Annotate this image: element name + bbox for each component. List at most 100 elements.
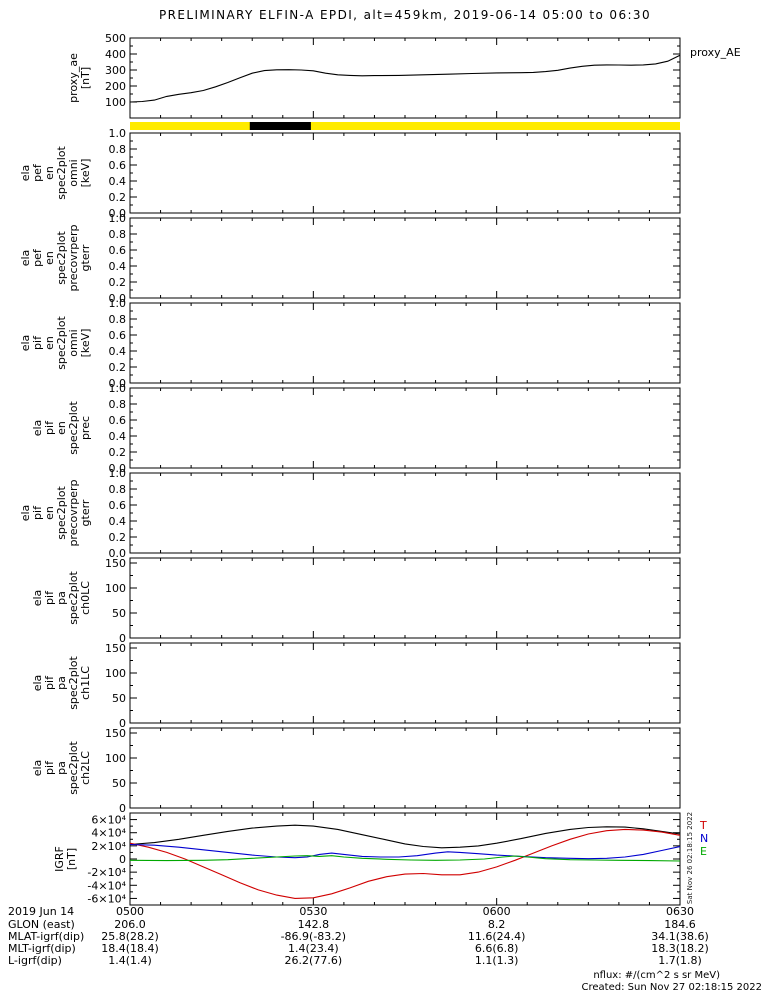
y-tick-label: 0: [119, 632, 126, 645]
panel-ela_pif_pa_spec2plot_ch0LC: 150 100 50 0: [105, 557, 681, 645]
y-tick-label: 0.2: [109, 191, 127, 204]
y-tick-label: 0.8: [109, 228, 127, 241]
panel-ela_pif_pa_spec2plot_ch1LC: 150 100 50 0: [105, 642, 681, 730]
series-T: [130, 828, 680, 899]
ephemeris-value: 18.3(18.2): [651, 942, 709, 955]
y-tick-label: 0.6: [109, 414, 127, 427]
y-tick-label: 150: [105, 642, 126, 655]
ylabel-ela_pif_pa_spec2plot_ch0LC: ela pif pa spec2plot ch0LC: [31, 571, 92, 625]
y-tick-label: 0.8: [109, 313, 127, 326]
y-tick-label: 200: [105, 80, 126, 93]
ephemeris-row-label: L-igrf(dip): [8, 954, 62, 967]
y-tick-label: 50: [112, 692, 126, 705]
y-tick-label: 1.0: [109, 467, 127, 480]
series-E: [130, 855, 680, 862]
ylabel-igrf: IGRF [nT]: [53, 846, 78, 872]
status-bar-segment: [249, 122, 311, 130]
y-tick-label: 150: [105, 727, 126, 740]
ephemeris-value: 1.4(1.4): [108, 954, 152, 967]
y-tick-label: 0: [119, 853, 126, 866]
y-tick-label: 0.6: [109, 244, 127, 257]
panel-ela_pif_en_spec2plot_omni: 1.0 0.8 0.6 0.4 0.2 0.0: [109, 297, 681, 390]
ylabel-ela_pef_en_spec2plot_omni: ela pef en spec2plot omni [keV]: [19, 146, 92, 200]
ylabel-ela_pif_en_spec2plot_precovrperp_gterr: ela pif en spec2plot precovrperp gterr: [19, 479, 92, 547]
panel-ela_pif_en_spec2plot_precovrperp_gterr: 1.0 0.8 0.6 0.4 0.2 0.0: [109, 467, 681, 560]
ephemeris-value: 1.1(1.3): [474, 954, 519, 967]
ephemeris-value: 8.2: [487, 918, 506, 931]
y-tick-label: 0.4: [109, 175, 127, 188]
y-tick-label: 0.4: [109, 345, 127, 358]
y-tick-label: 50: [112, 607, 126, 620]
igrf-legend-N: N: [700, 832, 709, 845]
y-tick-label: 0.0: [109, 377, 127, 390]
y-tick-label: 0.0: [109, 462, 127, 475]
plot-title: PRELIMINARY ELFIN-A EPDI, alt=459km, 201…: [159, 8, 651, 22]
ylabel-ela_pif_en_spec2plot_omni: ela pif en spec2plot omni [keV]: [19, 316, 92, 370]
ephemeris-value: 11.6(24.4): [467, 930, 526, 943]
y-tick-label: 6×10⁴: [91, 814, 126, 827]
y-tick-label: 500: [105, 32, 126, 45]
ephemeris-value: 1.7(1.8): [658, 954, 702, 967]
x-tick-label: 0600: [482, 905, 511, 918]
ephemeris-value: 1.4(23.4): [288, 942, 339, 955]
igrf-legend-T: T: [700, 819, 707, 832]
y-tick-label: 100: [105, 96, 126, 109]
ephemeris-row-label: MLAT-igrf(dip): [8, 930, 85, 943]
y-tick-label: -2×10⁴: [87, 866, 126, 879]
y-tick-label: 1.0: [109, 382, 127, 395]
ephemeris-value: 26.2(77.6): [284, 954, 343, 967]
ephemeris-value: 34.1(38.6): [651, 930, 709, 943]
y-tick-label: 0.2: [109, 531, 127, 544]
created-note: Created: Sun Nov 27 02:18:15 2022: [581, 982, 762, 993]
y-tick-label: 0.0: [109, 207, 127, 220]
igrf-legend-E: E: [700, 845, 707, 858]
y-tick-label: 100: [105, 667, 126, 680]
panel-ela_pef_en_spec2plot_precovrperp_gterr: 1.0 0.8 0.6 0.4 0.2 0.0: [109, 212, 681, 305]
ephemeris-value: 206.0: [114, 918, 146, 931]
ylabel-ela_pif_pa_spec2plot_ch1LC: ela pif pa spec2plot ch1LC: [31, 656, 92, 710]
y-tick-label: -4×10⁴: [87, 879, 126, 892]
y-tick-label: 1.0: [109, 127, 127, 140]
status-bar: [130, 122, 680, 130]
ephemeris-value: 142.8: [297, 918, 330, 931]
ephemeris-value: 18.4(18.4): [101, 942, 159, 955]
y-tick-label: 50: [112, 777, 126, 790]
y-tick-label: 400: [105, 48, 126, 61]
ylabel-ela_pif_en_spec2plot_prec: ela pif en spec2plot prec: [31, 401, 92, 455]
ylabel-ela_pif_pa_spec2plot_ch2LC: ela pif pa spec2plot ch2LC: [31, 741, 92, 795]
y-tick-label: 150: [105, 557, 126, 570]
panel-ela_pif_en_spec2plot_prec: 1.0 0.8 0.6 0.4 0.2 0.0: [109, 382, 681, 475]
series-proxy_AE: [130, 54, 680, 103]
y-tick-label: 0.0: [109, 547, 127, 560]
x-tick-label: 0500: [116, 905, 144, 918]
series-B: [130, 824, 680, 849]
y-tick-label: 0.4: [109, 515, 127, 528]
y-tick-label: 0.2: [109, 361, 127, 374]
y-tick-label: -6×10⁴: [87, 892, 126, 905]
ephemeris-value: 6.6(6.8): [474, 942, 519, 955]
y-tick-label: 0.6: [109, 159, 127, 172]
y-tick-label: 100: [105, 582, 126, 595]
y-tick-label: 0.8: [109, 483, 127, 496]
date-label: 2019 Jun 14: [8, 905, 75, 918]
y-tick-label: 300: [105, 64, 126, 77]
panel-ela_pif_pa_spec2plot_ch2LC: 150 100 50 0: [105, 727, 681, 815]
timestamp-watermark: Sat Nov 26 02:18:15 2022: [686, 811, 694, 905]
panel-proxy_ae: 500 400 300 200 100: [105, 32, 681, 119]
y-tick-label: 0.8: [109, 398, 127, 411]
y-tick-label: 0.2: [109, 276, 127, 289]
ephemeris-row-label: MLT-igrf(dip): [8, 942, 76, 955]
ephemeris-row-label: GLON (east): [8, 918, 75, 931]
x-tick-label: 0530: [299, 905, 328, 918]
ephemeris-value: -86.9(-83.2): [280, 930, 347, 943]
y-tick-label: 0.6: [109, 329, 127, 342]
y-tick-label: 1.0: [109, 212, 127, 225]
y-tick-label: 0: [119, 802, 126, 815]
proxy-ae-legend: proxy_AE: [690, 46, 741, 59]
ephemeris-value: 25.8(28.2): [101, 930, 159, 943]
y-tick-label: 0.4: [109, 260, 127, 273]
y-tick-label: 100: [105, 752, 126, 765]
y-tick-label: 4×10⁴: [91, 827, 126, 840]
